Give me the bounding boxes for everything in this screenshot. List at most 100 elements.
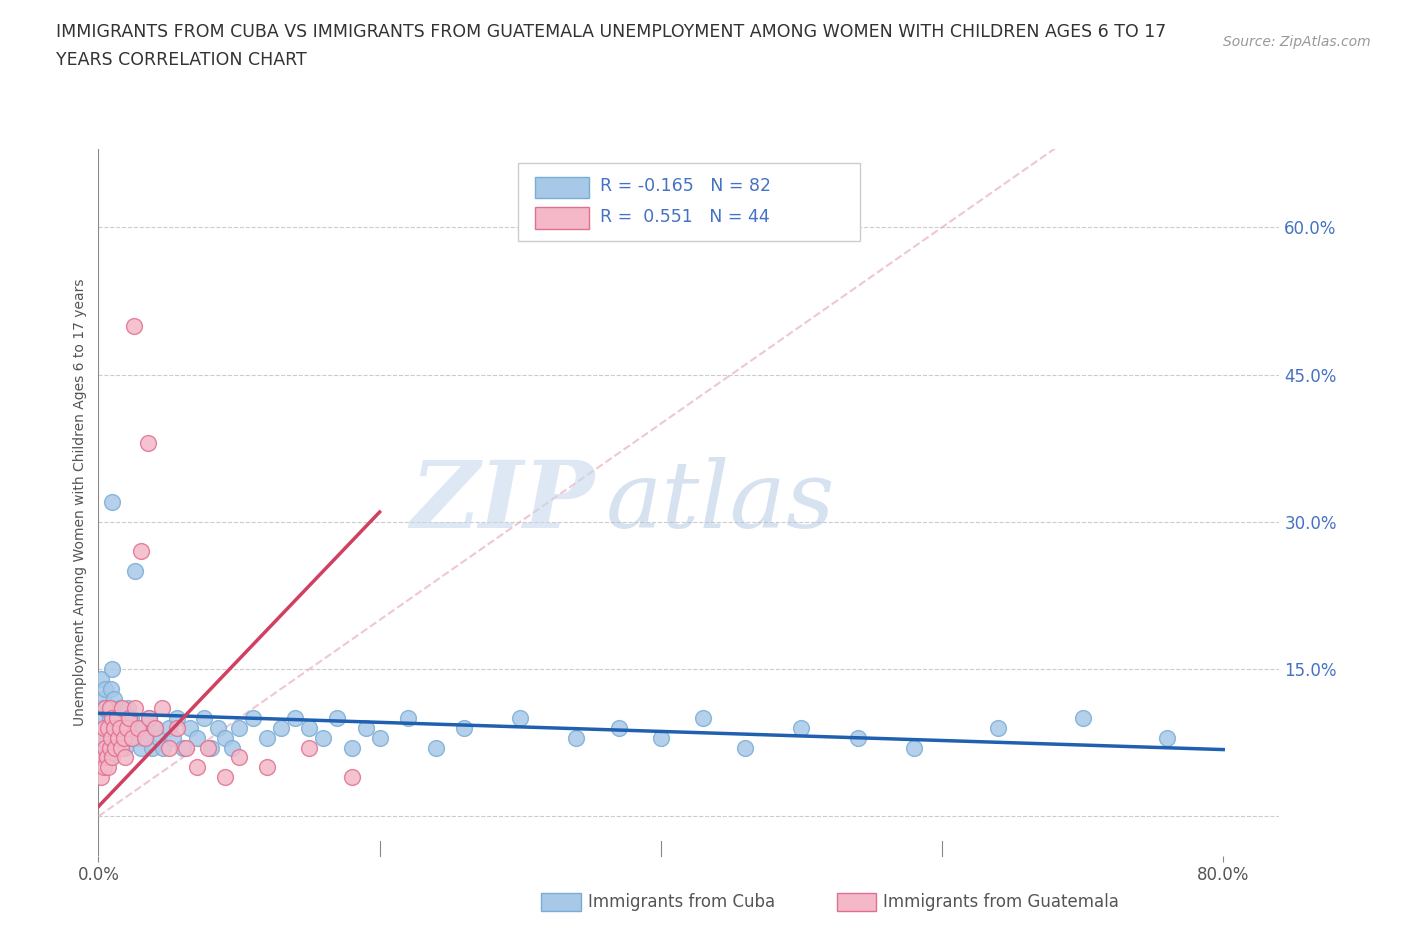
Point (96, 750, 118, 764)
Point (326, 711, 349, 725)
Point (94, 682, 117, 697)
Point (214, 730, 236, 745)
Point (200, 740, 222, 755)
Point (270, 721, 292, 736)
Point (846, 730, 869, 745)
Point (115, 721, 138, 736)
Point (97, 701, 120, 716)
Point (93, 740, 115, 755)
Text: ZIP: ZIP (411, 458, 595, 547)
Point (138, 711, 160, 725)
Text: IMMIGRANTS FROM CUBA VS IMMIGRANTS FROM GUATEMALA UNEMPLOYMENT AMONG WOMEN WITH : IMMIGRANTS FROM CUBA VS IMMIGRANTS FROM … (56, 23, 1167, 41)
Point (284, 711, 307, 725)
Point (108, 740, 131, 755)
Point (101, 661, 124, 676)
Point (453, 721, 475, 736)
Point (368, 730, 391, 745)
Point (172, 740, 194, 755)
Point (138, 711, 160, 725)
Point (565, 730, 588, 745)
Point (100, 682, 122, 697)
Point (150, 701, 173, 716)
Point (90, 711, 112, 725)
Point (790, 721, 813, 736)
Point (93, 721, 115, 736)
Text: YEARS CORRELATION CHART: YEARS CORRELATION CHART (56, 51, 307, 69)
Point (121, 730, 143, 745)
Point (136, 436, 159, 451)
Point (111, 730, 134, 745)
Point (987, 721, 1010, 736)
Point (1071, 711, 1094, 725)
Point (107, 730, 129, 745)
Point (340, 740, 363, 755)
Point (90, 730, 112, 745)
Point (93, 760, 115, 775)
Point (298, 721, 321, 736)
Point (692, 711, 714, 725)
Point (107, 730, 129, 745)
Point (114, 740, 136, 755)
Point (90, 750, 112, 764)
Point (100, 721, 122, 736)
Point (103, 730, 125, 745)
Point (256, 760, 278, 775)
Point (105, 711, 128, 725)
Point (124, 564, 146, 578)
Point (108, 721, 131, 736)
Point (105, 711, 128, 725)
Point (98, 711, 121, 725)
Point (101, 740, 124, 755)
Point (152, 740, 174, 755)
Point (174, 740, 197, 755)
Text: Source: ZipAtlas.com: Source: ZipAtlas.com (1223, 35, 1371, 49)
Point (1156, 730, 1178, 745)
Point (186, 730, 208, 745)
Point (134, 730, 156, 745)
Point (114, 750, 136, 764)
Point (90, 671, 112, 686)
Point (179, 721, 201, 736)
Point (118, 711, 141, 725)
Point (214, 770, 236, 785)
Point (98, 750, 121, 764)
Point (97, 721, 120, 736)
Point (186, 760, 208, 775)
Point (256, 730, 278, 745)
Point (312, 730, 335, 745)
Point (157, 740, 180, 755)
Point (193, 711, 215, 725)
Point (221, 740, 243, 755)
Text: Immigrants from Guatemala: Immigrants from Guatemala (883, 893, 1119, 911)
Point (108, 701, 131, 716)
Point (298, 740, 321, 755)
Text: R = -0.165   N = 82: R = -0.165 N = 82 (600, 178, 772, 195)
Point (122, 318, 145, 333)
Point (103, 721, 125, 736)
Point (207, 721, 229, 736)
Point (143, 721, 166, 736)
Point (103, 691, 125, 706)
Point (120, 711, 142, 725)
Point (242, 711, 264, 725)
Point (91, 750, 114, 764)
Point (98, 740, 121, 755)
Point (340, 770, 363, 785)
Point (734, 740, 756, 755)
Point (148, 730, 170, 745)
Point (101, 750, 124, 764)
Point (112, 730, 135, 745)
Point (129, 544, 152, 559)
Point (111, 701, 134, 716)
Point (166, 711, 188, 725)
Point (124, 701, 146, 716)
Point (166, 721, 188, 736)
Text: R =  0.551   N = 44: R = 0.551 N = 44 (600, 208, 770, 226)
Point (132, 721, 155, 736)
Point (117, 701, 139, 716)
Point (110, 740, 132, 755)
Point (354, 721, 377, 736)
Point (650, 730, 672, 745)
Point (115, 721, 138, 736)
Y-axis label: Unemployment Among Women with Children Ages 6 to 17 years: Unemployment Among Women with Children A… (73, 278, 87, 726)
